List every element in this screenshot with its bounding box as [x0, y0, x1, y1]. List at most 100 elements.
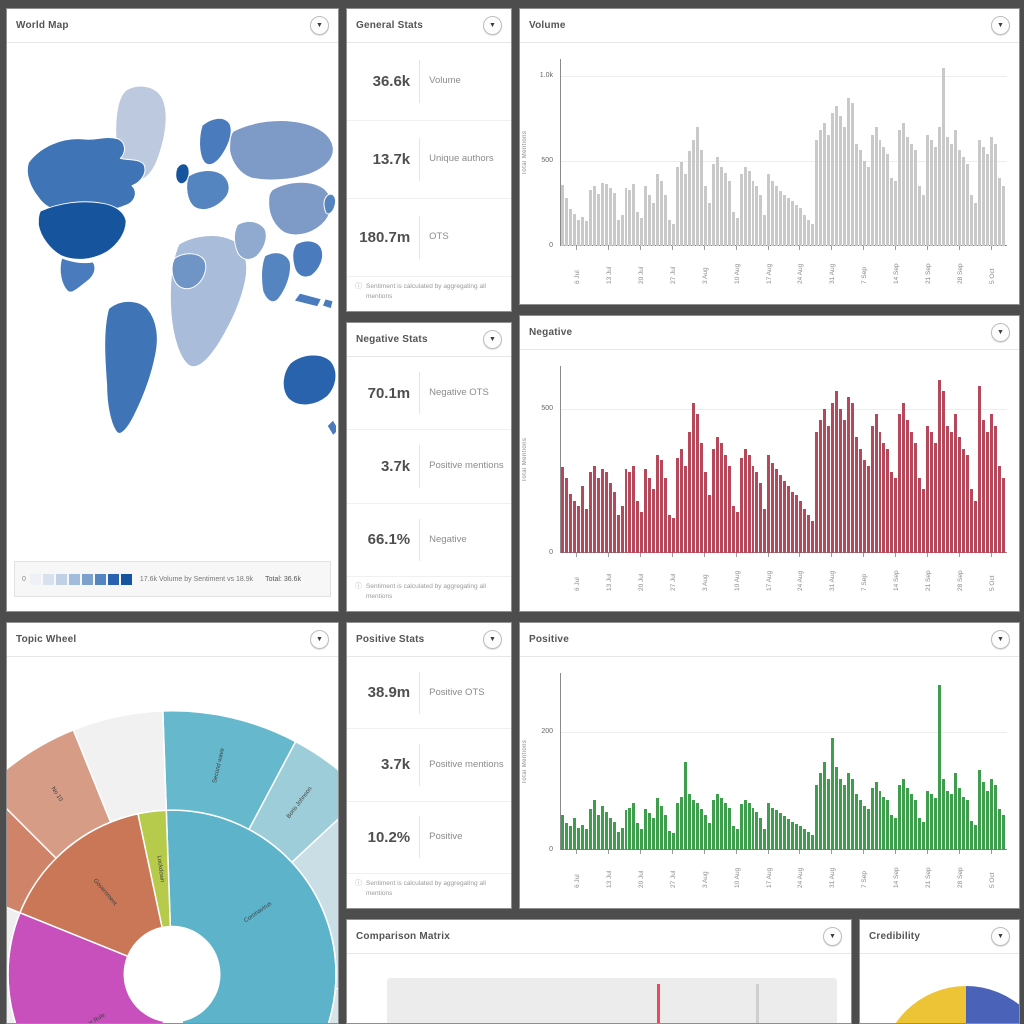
stat-value: 36.6k — [372, 73, 411, 90]
legend-swatch — [55, 573, 67, 585]
positive-chart-panel: Positive ▼ 0 200 6 Jul 13 Jul 20 Jul 27 Jul 3 … — [519, 622, 1020, 909]
x-axis-tick-label: 13 Jul — [605, 870, 613, 888]
x-axis-tick-label: 17 Aug — [765, 263, 773, 284]
info-icon: ⓘ — [355, 582, 362, 590]
x-axis-tick-label: 3 Aug — [701, 574, 709, 591]
stat-row: 180.7m OTS — [347, 199, 511, 277]
panel-title: Positive — [529, 634, 569, 645]
y-axis-tick-label: 200 — [541, 728, 553, 735]
y-axis-tick-label: 500 — [541, 405, 553, 413]
legend-zero-label: 0 — [22, 575, 26, 583]
negative-bar-chart[interactable]: 0 500 6 Jul 13 Jul 20 Jul 27 Jul 3 Aug 10 Aug 17… — [520, 350, 1019, 611]
comparison-matrix-track[interactable] — [387, 978, 837, 1023]
panel-menu-button[interactable]: ▼ — [991, 323, 1010, 342]
bars-series — [561, 59, 1006, 246]
topic-wheel-panel: Topic Wheel ▼ Coronavirus Lockdown Governm… — [6, 622, 339, 1024]
x-axis-tick-label: 10 Aug — [733, 263, 741, 284]
panel-title: Credibility — [869, 931, 921, 942]
stat-value: 3.7k — [380, 457, 411, 475]
credibility-header: Credibility ▼ — [860, 920, 1019, 954]
stat-label: Positive mentions — [419, 445, 511, 488]
topic-segment[interactable] — [7, 788, 58, 914]
legend-caption: 17.6k Volume by Sentiment vs 18.9k — [139, 575, 254, 583]
legend-total: Total: 36.6k — [265, 575, 301, 583]
panel-title: General Stats — [356, 20, 424, 31]
positive-bar-chart[interactable]: 0 200 6 Jul 13 Jul 20 Jul 27 Jul 3 Aug 10 Aug 17… — [520, 657, 1019, 908]
panel-title: Positive Stats — [356, 634, 425, 645]
stat-row: 38.9m Positive OTS — [347, 657, 511, 730]
panel-menu-button[interactable]: ▼ — [991, 927, 1010, 946]
panel-menu-button[interactable]: ▼ — [310, 630, 329, 649]
legend-swatch — [94, 573, 106, 585]
legend-swatch — [68, 573, 80, 585]
legend-swatch — [120, 573, 132, 585]
choropleth-world-map[interactable] — [11, 47, 336, 547]
x-axis-tick-label: 27 Jul — [669, 573, 677, 591]
info-icon: ⓘ — [355, 283, 362, 290]
general-stats-body: 36.6k Volume 13.7k Unique authors 180.7m… — [347, 43, 511, 311]
bars-series — [561, 673, 1006, 850]
stat-label: OTS — [419, 216, 511, 259]
topic-segment[interactable] — [7, 728, 112, 860]
map-legend: 0 17.6k Volume by Sentiment vs 18.9k Tot… — [14, 561, 331, 597]
stat-value: 3.7k — [380, 756, 411, 774]
pie-slice[interactable] — [966, 986, 1019, 1023]
stat-row: 66.1% Negative — [347, 504, 511, 577]
world-map-panel: World Map ▼ — [6, 8, 339, 612]
chevron-down-icon: ▼ — [489, 336, 496, 343]
topic-segment[interactable] — [72, 710, 168, 824]
general-stats-panel: General Stats ▼ 36.6k Volume 13.7k Uniqu… — [346, 8, 512, 312]
credibility-pie-chart[interactable] — [860, 954, 1019, 1023]
x-axis-tick-label: 3 Aug — [701, 267, 709, 284]
panel-menu-button[interactable]: ▼ — [823, 927, 842, 946]
negative-stats-panel: Negative Stats ▼ 70.1m Negative OTS 3.7k… — [346, 322, 512, 612]
stat-row: 13.7k Unique authors — [347, 121, 511, 199]
panel-menu-button[interactable]: ▼ — [991, 630, 1010, 649]
matrix-marker — [657, 984, 660, 1023]
stat-value: 38.9m — [367, 684, 411, 702]
chevron-down-icon: ▼ — [829, 933, 836, 940]
positive-stats-header: Positive Stats ▼ — [347, 623, 511, 657]
x-axis-tick-label: 6 Jul — [573, 874, 581, 888]
panel-menu-button[interactable]: ▼ — [483, 630, 502, 649]
topic-wheel-header: Topic Wheel ▼ — [7, 623, 338, 657]
panel-title: Comparison Matrix — [356, 931, 450, 942]
stat-row: 36.6k Volume — [347, 43, 511, 121]
x-axis-tick-label: 31 Aug — [829, 263, 837, 284]
negative-chart-header: Negative ▼ — [520, 316, 1019, 350]
info-icon: ⓘ — [355, 879, 362, 887]
x-axis-tick-label: 28 Sep — [957, 867, 965, 888]
stats-footnote: ⓘ Sentiment is calculated by aggregating… — [347, 577, 511, 611]
x-axis-tick-label: 24 Aug — [797, 263, 805, 284]
x-axis-tick-label: 28 Sep — [957, 570, 965, 591]
x-axis-tick-label: 10 Aug — [733, 867, 741, 888]
credibility-body — [860, 954, 1019, 1023]
panel-menu-button[interactable]: ▼ — [483, 330, 502, 349]
panel-menu-button[interactable]: ▼ — [310, 16, 329, 35]
panel-menu-button[interactable]: ▼ — [991, 16, 1010, 35]
volume-bar-chart[interactable]: 0 500 1.0k 6 Jul 13 Jul 20 Jul 27 Jul 3 Aug 10 A… — [520, 43, 1019, 304]
footnote-text: Sentiment is calculated by aggregating a… — [366, 582, 486, 600]
x-axis-tick-label: 14 Sep — [893, 867, 901, 888]
topic-segment[interactable] — [294, 987, 338, 1024]
topic-segment[interactable] — [7, 876, 90, 1024]
stats-footnote: ⓘ Sentiment is calculated by aggregating… — [347, 277, 511, 311]
general-stats-header: General Stats ▼ — [347, 9, 511, 43]
topic-wheel-sunburst[interactable]: CoronavirusLockdownGovernmentDowning Str… — [7, 657, 338, 1024]
footnote-text: Sentiment is calculated by aggregating a… — [366, 283, 486, 300]
topic-segment[interactable] — [290, 795, 338, 998]
x-axis-tick-label: 6 Jul — [573, 577, 581, 591]
stat-label: Negative OTS — [419, 372, 511, 415]
stat-label: Positive — [419, 816, 511, 859]
x-axis-tick-label: 14 Sep — [893, 570, 901, 591]
stat-row: 3.7k Positive mentions — [347, 729, 511, 802]
x-axis-tick-label: 21 Sep — [925, 263, 933, 284]
stats-footnote: ⓘ Sentiment is calculated by aggregating… — [347, 874, 511, 908]
y-axis-tick-label: 0 — [549, 242, 553, 249]
panel-menu-button[interactable]: ▼ — [483, 16, 502, 35]
x-axis-tick-label: 13 Jul — [605, 266, 613, 284]
topic-wheel-body: CoronavirusLockdownGovernmentDowning Str… — [7, 657, 338, 1023]
pie-slice[interactable] — [881, 986, 966, 1023]
legend-swatch — [81, 573, 93, 585]
bars-series — [561, 366, 1006, 553]
